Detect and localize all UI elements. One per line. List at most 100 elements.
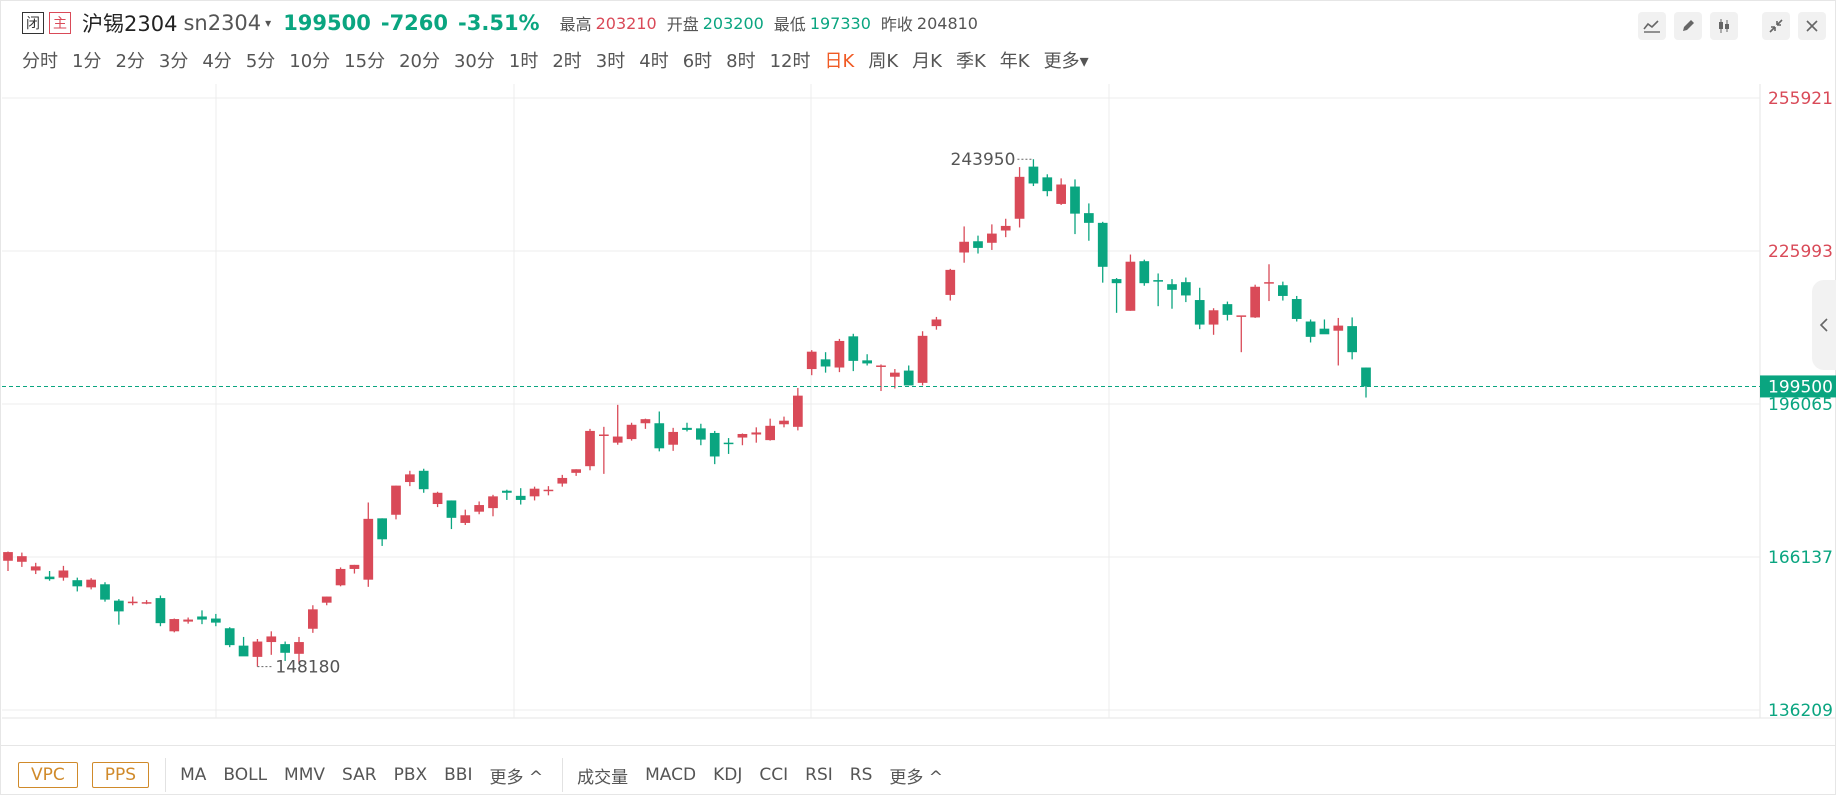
candle-body xyxy=(1319,328,1330,335)
tab-period-14[interactable]: 6时 xyxy=(682,51,713,72)
main-indicator-0[interactable]: MA xyxy=(180,765,207,785)
tab-period-5[interactable]: 5分 xyxy=(245,51,276,72)
sub-indicator-0[interactable]: 成交量 xyxy=(577,767,629,788)
candle-body xyxy=(30,566,41,571)
candle-body xyxy=(58,570,69,578)
candle-body xyxy=(169,619,180,632)
indicator-bar: VPC PPS MA BOLL MMV SAR PBX BBI 更多 ^ 成交量 MACD KDJ CC… xyxy=(0,745,1836,796)
market-closed-tag: 闭 xyxy=(22,12,44,34)
candle-body xyxy=(1305,321,1316,337)
candle-body xyxy=(668,431,678,445)
tab-period-10[interactable]: 1时 xyxy=(508,51,539,72)
price-change: -7260 xyxy=(380,11,449,35)
candle-body xyxy=(114,600,124,612)
candle-body xyxy=(446,500,457,518)
candle-body xyxy=(779,420,789,425)
tab-period-11[interactable]: 2时 xyxy=(552,51,582,72)
candle-body xyxy=(1264,282,1274,284)
tab-period-1[interactable]: 1分 xyxy=(72,51,102,72)
sub-indicator-3[interactable]: CCI xyxy=(759,765,789,785)
line-style-icon[interactable] xyxy=(1638,12,1666,40)
sub-indicator-1[interactable]: MACD xyxy=(645,765,697,785)
candle-body xyxy=(432,492,443,505)
candle-body xyxy=(820,359,831,367)
indicator-row: VPC PPS MA BOLL MMV SAR PBX BBI 更多 ^ 成交量 MACD KDJ CC… xyxy=(18,758,960,792)
candle-body xyxy=(488,496,498,509)
contract-name[interactable]: 沪锡2304 xyxy=(82,12,178,36)
candle-body xyxy=(876,365,886,367)
candle-body xyxy=(751,432,762,435)
candle-body xyxy=(418,470,429,490)
tab-period-20[interactable]: 季K xyxy=(955,51,986,72)
candle-body xyxy=(987,233,997,243)
main-indicator-4[interactable]: PBX xyxy=(393,765,428,785)
tab-period-8[interactable]: 20分 xyxy=(399,51,440,72)
sub-indicator-2[interactable]: KDJ xyxy=(713,765,743,785)
candle-body xyxy=(834,340,845,368)
candle-body xyxy=(737,433,748,438)
tab-period-21[interactable]: 年K xyxy=(999,51,1030,72)
candle-body xyxy=(377,518,387,540)
tab-period-3[interactable]: 3分 xyxy=(158,51,189,72)
tab-period-15[interactable]: 8时 xyxy=(726,51,756,72)
shrink-icon[interactable] xyxy=(1762,12,1790,40)
main-indicator-3[interactable]: SAR xyxy=(342,765,377,785)
candle-body xyxy=(682,427,692,430)
candle-body xyxy=(1097,222,1108,267)
candle-body xyxy=(1153,280,1163,282)
candle-body xyxy=(1070,186,1080,214)
pencil-icon[interactable] xyxy=(1674,12,1702,40)
main-indicator-5[interactable]: BBI xyxy=(444,765,473,785)
header: 闭 主 沪锡2304 sn2304 ▾ 199500 -7260 -3.51% … xyxy=(0,0,1836,86)
tab-period-2[interactable]: 2分 xyxy=(115,51,145,72)
candle-body xyxy=(709,432,720,457)
overlay-button-1[interactable]: PPS xyxy=(91,762,150,788)
contract-dropdown-icon[interactable]: ▾ xyxy=(265,16,272,30)
max-price-label: 243950 xyxy=(951,150,1016,170)
candle-body xyxy=(1250,286,1260,318)
candle-body xyxy=(890,372,900,377)
sub-indicator-6[interactable]: 更多 ^ xyxy=(889,767,944,788)
tab-period-18[interactable]: 周K xyxy=(868,51,899,72)
tab-period-4[interactable]: 4分 xyxy=(202,51,232,72)
candle-body xyxy=(765,425,775,441)
candle-body xyxy=(266,636,277,643)
candlestick-chart[interactable]: 2559212259931960651661371362092022-10202… xyxy=(2,84,1836,724)
tab-period-22[interactable]: 更多▾ xyxy=(1043,51,1089,72)
candle-body xyxy=(86,579,96,588)
candlestick-icon[interactable] xyxy=(1710,12,1738,40)
tab-period-9[interactable]: 30分 xyxy=(453,51,495,72)
tab-period-16[interactable]: 12时 xyxy=(769,51,811,72)
overlay-button-0[interactable]: VPC xyxy=(18,762,78,788)
open-label: 开盘 xyxy=(666,15,699,34)
candle-body xyxy=(280,644,290,653)
contract-code[interactable]: sn2304 xyxy=(183,11,262,35)
candle-body xyxy=(72,580,83,587)
tab-period-17[interactable]: 日K xyxy=(824,51,855,72)
candle-body xyxy=(917,335,928,383)
close-icon[interactable] xyxy=(1798,12,1826,40)
quote-bar: 闭 主 沪锡2304 sn2304 ▾ 199500 -7260 -3.51% … xyxy=(22,8,978,38)
tab-period-19[interactable]: 月K xyxy=(912,51,942,72)
candle-body xyxy=(959,241,969,253)
main-indicator-2[interactable]: MMV xyxy=(284,765,326,785)
candle-body xyxy=(654,423,665,449)
candle-body xyxy=(224,628,235,646)
candle-body xyxy=(612,436,623,443)
candle-body xyxy=(1056,184,1066,204)
tab-period-6[interactable]: 10分 xyxy=(289,51,331,72)
tab-period-0[interactable]: 分时 xyxy=(22,51,58,72)
main-indicator-1[interactable]: BOLL xyxy=(223,765,268,785)
main-indicator-6[interactable]: 更多 ^ xyxy=(489,767,544,788)
tab-period-12[interactable]: 3时 xyxy=(595,51,626,72)
tab-period-13[interactable]: 4时 xyxy=(639,51,669,72)
sub-indicator-4[interactable]: RSI xyxy=(805,765,833,785)
candle-body xyxy=(585,430,595,467)
sub-indicator-5[interactable]: RS xyxy=(849,765,873,785)
candle-body xyxy=(793,395,803,427)
y-tick-label: 255921 xyxy=(1768,89,1833,109)
tab-period-7[interactable]: 15分 xyxy=(344,51,386,72)
last-price: 199500 xyxy=(283,11,371,35)
candle-body xyxy=(1291,299,1302,319)
chevron-left-icon[interactable] xyxy=(1812,280,1836,370)
